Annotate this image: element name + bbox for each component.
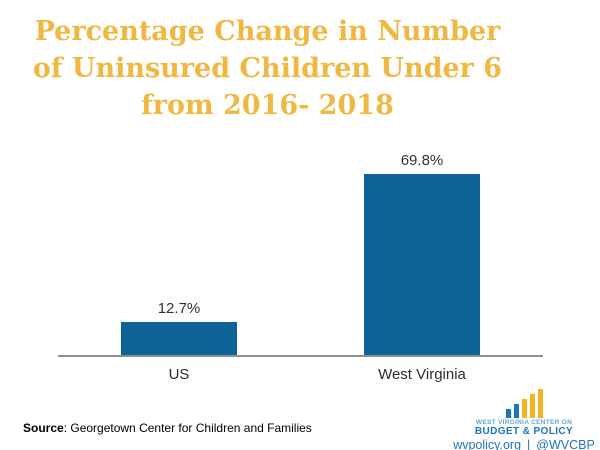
wvcbp-logo: WEST VIRGINIA CENTER ON BUDGET & POLICY …: [453, 389, 595, 450]
logo-org-line2: BUDGET & POLICY: [474, 426, 574, 437]
bar-chart: 12.7% 69.8%: [58, 150, 543, 357]
category-us: 12.7%: [58, 150, 300, 355]
logo-org-line1: WEST VIRGINIA CENTER ON: [475, 419, 573, 426]
bar-us: [121, 322, 237, 355]
bar-chart-logo-icon: [504, 389, 544, 418]
x-axis-label-us: US: [168, 366, 190, 383]
page-title: Percentage Change in Number of Uninsured…: [5, 13, 530, 124]
logo-website: wvpolicy.org: [453, 438, 522, 450]
x-axis-line: [58, 355, 543, 357]
logo-twitter-handle: @WVCBP: [536, 438, 595, 450]
logo-separator: |: [527, 438, 531, 450]
title-line-3: from 2016- 2018: [141, 90, 394, 121]
source-note: Source: Georgetown Center for Children a…: [23, 421, 312, 435]
source-text: : Georgetown Center for Children and Fam…: [63, 421, 312, 435]
category-west-virginia: 69.8%: [301, 150, 543, 355]
value-label-us: 12.7%: [157, 300, 201, 317]
value-label-west-virginia: 69.8%: [400, 152, 444, 169]
title-line-2: of Uninsured Children Under 6: [32, 53, 503, 84]
bar-west-virginia: [364, 174, 480, 355]
logo-links: wvpolicy.org | @WVCBP: [453, 438, 595, 450]
title-line-1: Percentage Change in Number: [34, 16, 501, 47]
source-label: Source: [23, 421, 64, 435]
x-axis-label-west-virginia: West Virginia: [378, 366, 466, 383]
